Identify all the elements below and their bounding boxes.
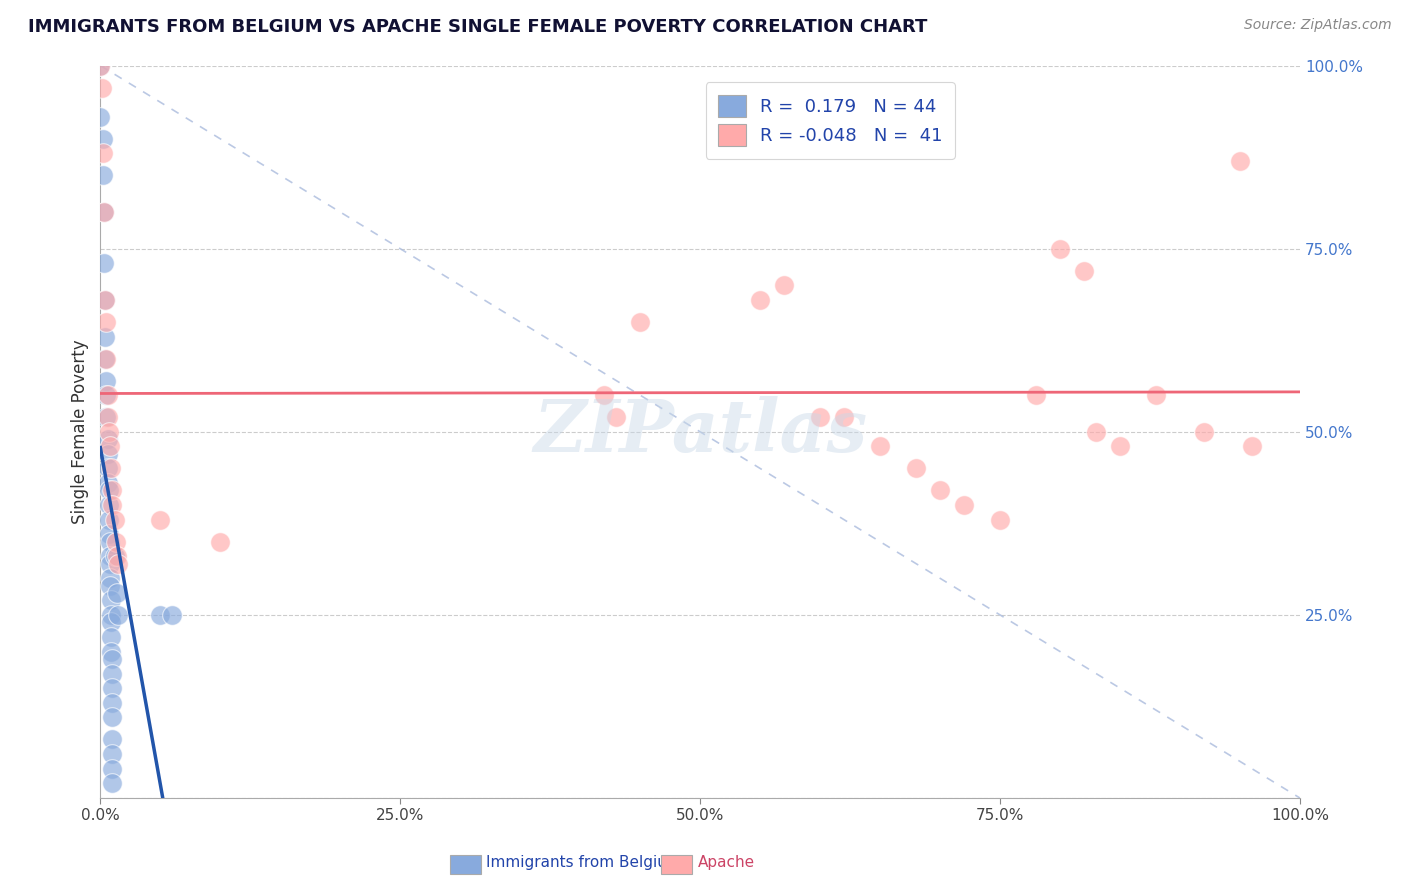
Point (91, 132, 114, 146)
Point (98, 534, 121, 549)
Point (104, 534, 127, 549)
Point (1229, 153, 1251, 168)
Point (98, 549, 121, 564)
Point (953, 498, 976, 512)
Text: Apache: Apache (697, 855, 755, 870)
Y-axis label: Single Female Poverty: Single Female Poverty (72, 340, 89, 524)
Point (628, 315, 651, 329)
Text: IMMIGRANTS FROM BELGIUM VS APACHE SINGLE FEMALE POVERTY CORRELATION CHART: IMMIGRANTS FROM BELGIUM VS APACHE SINGLE… (28, 18, 928, 36)
Point (1240, 440, 1263, 454)
Point (100, 461, 122, 475)
Point (1144, 388, 1167, 402)
Point (107, 557, 129, 571)
Point (209, 534, 232, 549)
Point (104, 513, 127, 527)
Point (94, 351, 117, 366)
Point (869, 440, 891, 454)
Point (96, 388, 118, 402)
Point (105, 549, 128, 564)
Point (89, 59, 111, 73)
Point (91, 146, 114, 161)
Point (96, 388, 118, 402)
Point (749, 293, 772, 307)
Point (100, 607, 122, 622)
Point (1109, 440, 1132, 454)
Point (101, 696, 124, 710)
Point (98, 557, 121, 571)
Point (101, 776, 124, 790)
Point (94, 329, 117, 343)
Point (929, 483, 952, 498)
Point (96, 315, 118, 329)
Point (97, 483, 120, 498)
Point (104, 549, 127, 564)
Point (149, 513, 172, 527)
Point (605, 410, 627, 425)
Point (93, 205, 115, 219)
Point (96, 410, 118, 425)
Point (98, 579, 121, 593)
Point (93, 256, 115, 270)
Point (832, 410, 855, 425)
Point (101, 483, 124, 498)
Point (91, 169, 114, 183)
Point (94, 293, 117, 307)
Point (593, 388, 616, 402)
Point (97, 513, 120, 527)
Point (100, 644, 122, 658)
Point (96, 476, 118, 491)
Text: Source: ZipAtlas.com: Source: ZipAtlas.com (1244, 18, 1392, 32)
Point (89, 110, 111, 124)
Point (101, 747, 124, 761)
Point (98, 571, 121, 585)
Point (101, 652, 124, 666)
Point (1073, 263, 1095, 277)
Point (105, 586, 128, 600)
Text: Immigrants from Belgium: Immigrants from Belgium (486, 855, 682, 870)
Point (98, 440, 121, 454)
Point (100, 593, 122, 607)
Point (773, 278, 796, 293)
Legend: R =  0.179   N = 44, R = -0.048   N =  41: R = 0.179 N = 44, R = -0.048 N = 41 (706, 82, 955, 159)
Point (1192, 425, 1215, 439)
Point (101, 732, 124, 747)
Point (101, 710, 124, 724)
Point (149, 607, 172, 622)
Point (90, 80, 112, 95)
Point (97, 527, 120, 541)
Point (100, 615, 122, 630)
Text: ZIPatlas: ZIPatlas (533, 396, 868, 467)
Point (96, 410, 118, 425)
Point (101, 498, 124, 512)
Point (1085, 425, 1108, 439)
Point (97, 498, 120, 512)
Point (96, 432, 118, 446)
Point (93, 205, 115, 219)
Point (988, 513, 1011, 527)
Point (1025, 388, 1047, 402)
Point (97, 425, 120, 439)
Point (808, 410, 831, 425)
Point (96, 374, 118, 388)
Point (100, 630, 122, 644)
Point (107, 607, 129, 622)
Point (101, 762, 124, 776)
Point (1049, 242, 1071, 256)
Point (162, 607, 184, 622)
Point (96, 447, 118, 461)
Point (96, 461, 118, 475)
Point (101, 681, 124, 696)
Point (94, 293, 117, 307)
Point (96, 351, 118, 366)
Point (101, 666, 124, 681)
Point (905, 461, 928, 475)
Point (89, 59, 111, 73)
